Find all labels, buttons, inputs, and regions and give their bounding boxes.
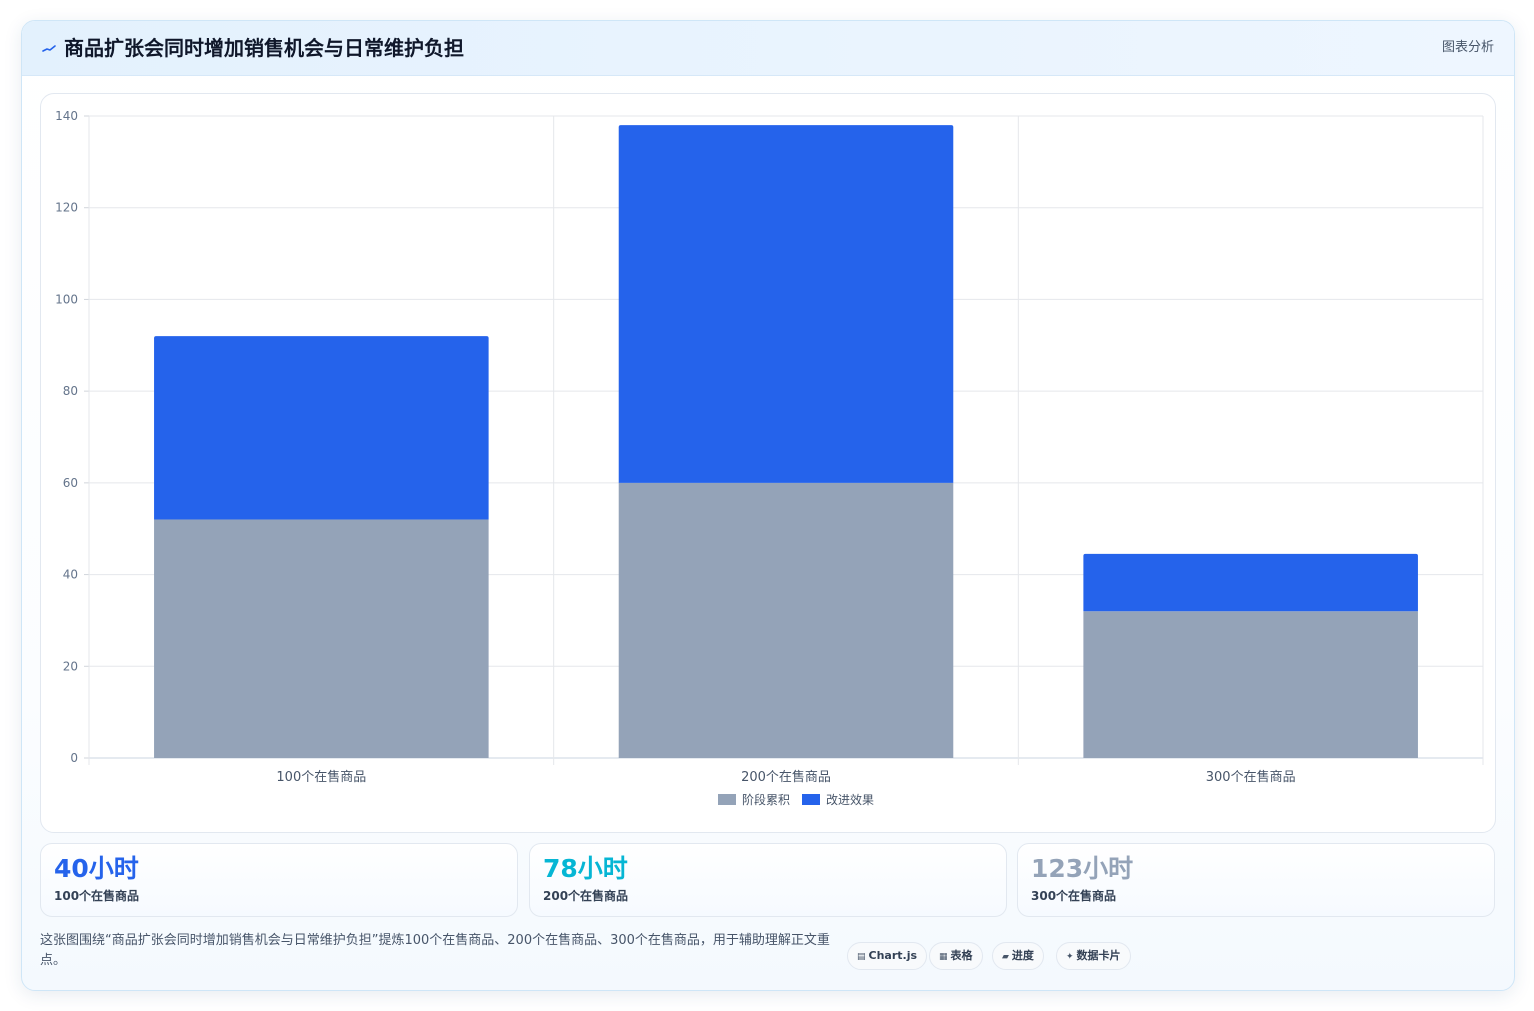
bar-segment <box>154 336 489 520</box>
legend-swatch <box>718 794 736 805</box>
chart-analysis-tag[interactable]: 图表分析 <box>1441 40 1494 55</box>
y-tick-label: 0 <box>70 751 78 765</box>
x-tick-label: 300个在售商品 <box>1206 769 1296 785</box>
stat-value: 78小时 <box>543 854 628 883</box>
chart-panel: 0 20 40 60 80 100 120 140 100个在售商品 200个在售商品 300个在售… <box>40 93 1496 833</box>
bar-segment <box>618 482 954 758</box>
y-tick-label: 140 <box>55 109 78 123</box>
stacked-bar-chart: 0 20 40 60 80 100 120 140 100个在售商品 200个在售商品 300个在售… <box>55 109 1484 807</box>
chip-table[interactable]: ▦ 表格 <box>929 942 983 970</box>
sparkle-icon: ✦ <box>1066 952 1074 962</box>
legend-label: 阶段累积 <box>742 792 790 807</box>
stat-card-100: 40小时 100个在售商品 <box>40 843 518 917</box>
chip-data-cards[interactable]: ✦ 数据卡片 <box>1056 942 1131 970</box>
stat-label: 100个在售商品 <box>54 889 140 903</box>
bar-segment <box>1083 611 1418 758</box>
x-tick-label: 200个在售商品 <box>741 769 831 785</box>
y-tick-label: 120 <box>55 201 78 215</box>
bar-segment <box>1083 553 1418 612</box>
chart-caption: 这张图围绕“商品扩张会同时增加销售机会与日常维护负担”提炼100个在售商品、20… <box>40 933 830 968</box>
table-icon: ▦ <box>939 952 948 962</box>
stat-label: 300个在售商品 <box>1031 889 1117 903</box>
chip-label: Chart.js <box>868 949 918 962</box>
chip-label: 表格 <box>950 949 973 962</box>
chart-icon: ▤ <box>857 952 866 962</box>
trend-line-icon <box>42 45 56 52</box>
legend-swatch <box>802 794 820 805</box>
y-tick-label: 100 <box>55 292 78 306</box>
progress-icon: ▰ <box>1002 952 1009 962</box>
legend-label: 改进效果 <box>826 792 874 807</box>
chip-label: 数据卡片 <box>1076 949 1121 962</box>
stat-value: 40小时 <box>54 854 139 883</box>
stat-card-300: 123小时 300个在售商品 <box>1017 843 1495 917</box>
stat-value: 123小时 <box>1031 854 1134 883</box>
bar-segment <box>618 125 954 483</box>
y-tick-label: 20 <box>63 659 78 673</box>
chip-chartjs[interactable]: ▤ Chart.js <box>847 942 928 970</box>
y-tick-label: 60 <box>63 476 78 490</box>
stat-card-200: 78小时 200个在售商品 <box>529 843 1007 917</box>
y-tick-label: 40 <box>63 568 78 582</box>
y-tick-label: 80 <box>63 384 78 398</box>
card-header: 商品扩张会同时增加销售机会与日常维护负担 图表分析 <box>22 21 1514 76</box>
stat-label: 200个在售商品 <box>543 889 629 903</box>
page-title: 商品扩张会同时增加销售机会与日常维护负担 <box>64 36 464 60</box>
chart-card: 商品扩张会同时增加销售机会与日常维护负担 图表分析 0 20 40 60 80 100 12… <box>21 20 1515 991</box>
x-tick-label: 100个在售商品 <box>276 769 366 785</box>
chip-label: 进度 <box>1011 949 1034 962</box>
bar-segment <box>154 519 489 758</box>
chip-progress[interactable]: ▰ 进度 <box>992 942 1044 970</box>
